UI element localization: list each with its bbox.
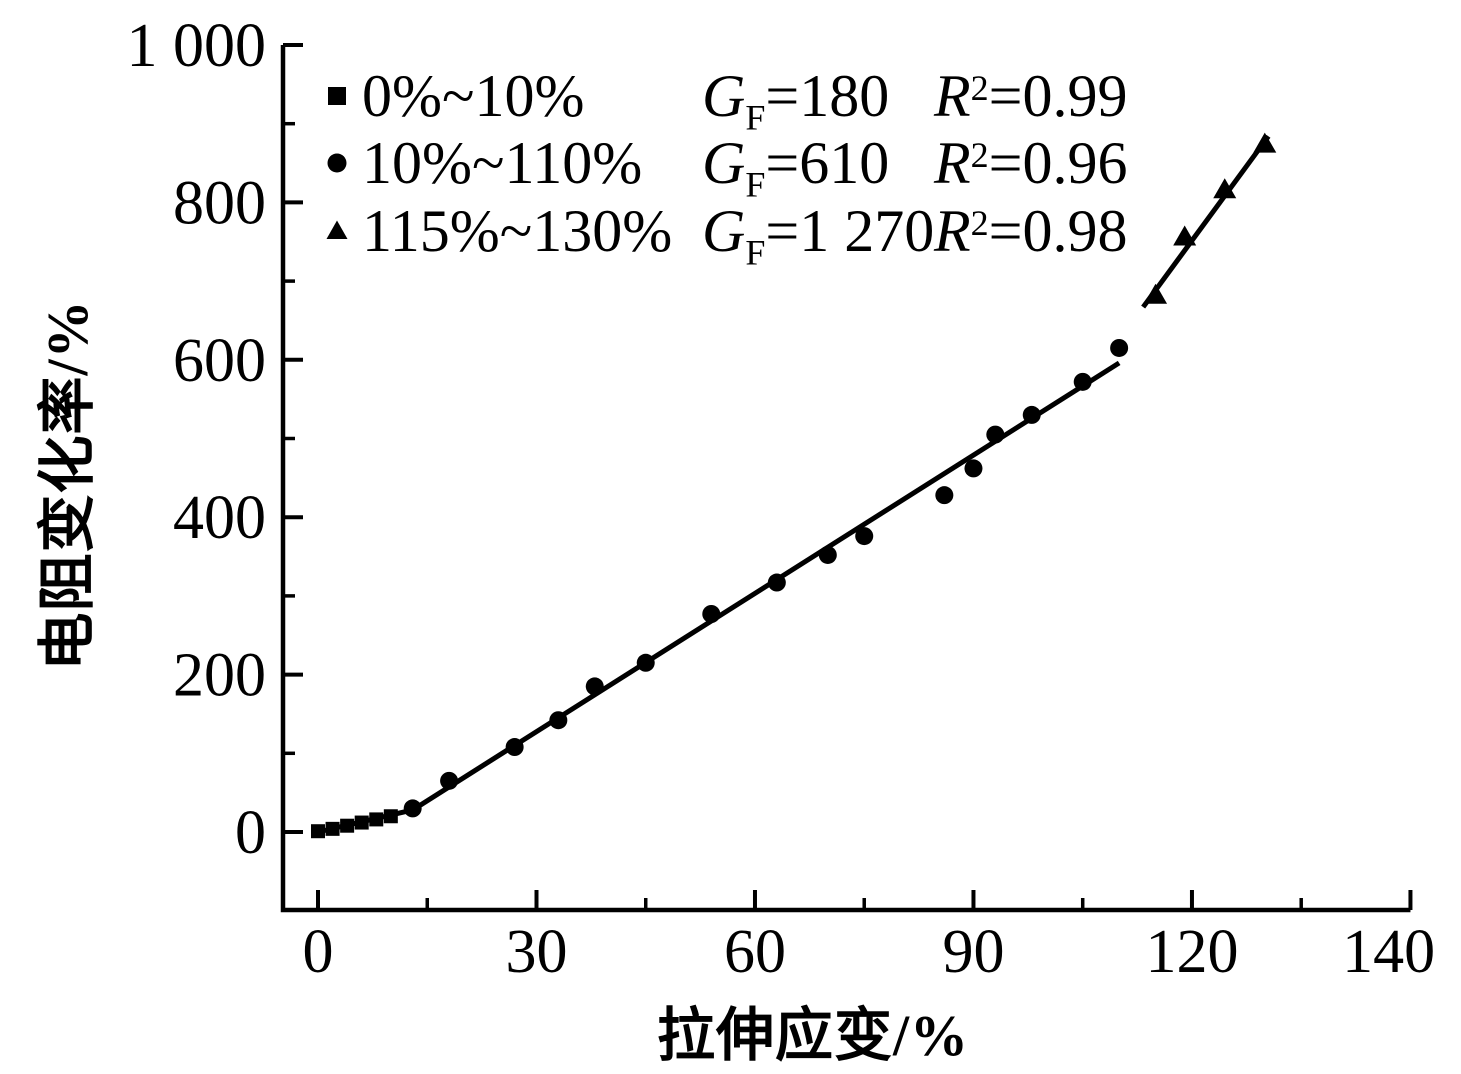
legend-triangle-icon [326,220,348,239]
triangle-marker [1173,225,1197,246]
legend-row: 10%~110% GF=610 R2=0.96 [318,130,1128,205]
legend-marker [322,81,362,111]
triangle-marker [1144,283,1168,304]
y-tick-label: 600 [173,327,266,395]
y-tick-label: 0 [235,799,266,867]
legend-r-squared: R2=0.96 [934,130,1128,197]
legend-r-squared: R2=0.98 [934,197,1128,264]
x-tick-label: 90 [942,918,1004,986]
circle-marker [585,677,604,696]
triangle-marker [1213,178,1237,199]
x-tick-label: 0 [303,918,334,986]
square-marker [354,815,369,830]
legend-range-label: 115%~130% [362,197,673,264]
triangle-marker [1253,132,1277,153]
legend-circle-icon [327,153,347,173]
square-marker [340,818,355,833]
x-tick-label: 140 [1342,918,1435,986]
x-tick-label: 120 [1145,918,1238,986]
circle-marker [702,605,721,624]
circle-marker [636,653,655,672]
square-marker [325,821,340,836]
x-tick-label: 30 [505,918,567,986]
legend-row: 115%~130% GF=1 270 R2=0.98 [318,197,1128,273]
circle-marker [403,799,422,818]
y-tick-label: 400 [173,484,266,552]
legend-gauge-factor: GF=610 [702,130,890,205]
legend-r-squared: R2=0.99 [934,62,1128,129]
y-tick-label: 800 [173,169,266,237]
circle-marker [440,771,459,790]
square-marker [383,809,398,824]
y-tick-label: 200 [173,642,266,710]
square-marker [369,812,384,827]
circle-marker [1110,338,1129,357]
x-tick-label: 60 [724,918,786,986]
legend-marker [322,148,362,178]
legend: 0%~10% GF=180 R2=0.99 10%~110% GF=610 R2=0.96… [318,62,1128,273]
legend-gauge-factor: GF=180 [702,62,890,138]
circle-marker [818,545,837,564]
circle-marker [1022,405,1041,424]
legend-gauge-factor: GF=1 270 [702,197,935,273]
legend-row: 0%~10% GF=180 R2=0.99 [318,62,1128,138]
y-axis-title: 电阻变化率/% [35,299,100,671]
legend-square-icon [328,86,346,105]
circle-marker [549,711,568,730]
fit-line-triangle [1141,134,1271,309]
x-axis-title: 拉伸应变/% [656,1003,970,1068]
circle-marker [935,486,954,505]
square-marker [311,824,325,839]
circle-marker [1073,372,1092,391]
circle-marker [505,738,524,757]
legend-range-label: 0%~10% [362,62,585,129]
circle-marker [767,573,786,592]
circle-marker [986,425,1005,444]
axis-frame [280,45,1411,913]
legend-range-label: 10%~110% [362,130,643,197]
circle-marker [855,527,874,546]
circle-marker [964,459,983,478]
legend-marker [322,216,362,246]
y-tick-label: 1 000 [127,12,267,80]
